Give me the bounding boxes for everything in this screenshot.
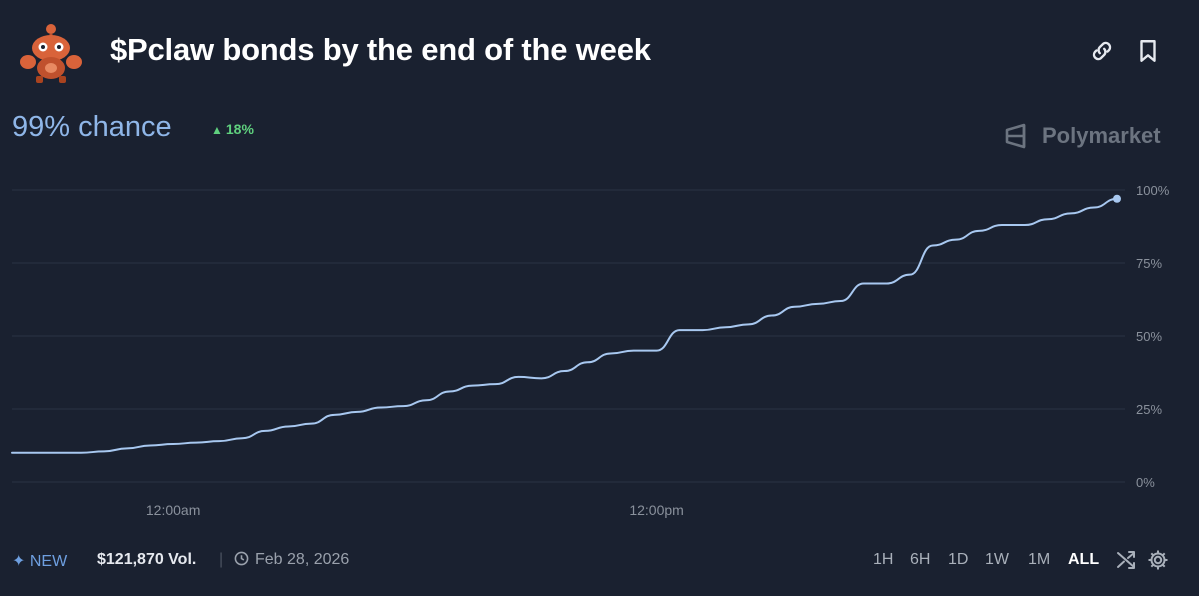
y-axis-ticks: 100% 75% 50% 25% 0% — [1136, 183, 1170, 490]
change-badge: ▲ 18% — [211, 121, 254, 137]
footer-divider: | — [219, 551, 224, 568]
market-header: $Pclaw bonds by the end of the week — [0, 0, 1199, 100]
latest-point-marker — [1113, 194, 1121, 203]
chart-grid — [12, 189, 1125, 483]
up-triangle-icon: ▲ — [211, 123, 223, 137]
end-date-text: Feb 28, 2026 — [255, 551, 350, 568]
chance-value: 99% chance — [12, 111, 172, 143]
range-6h-button[interactable]: 6H — [910, 551, 931, 568]
x-tick-label: 12:00pm — [629, 502, 683, 518]
settings-gear-icon[interactable] — [1146, 548, 1170, 572]
market-footer: ✦ NEW $121,870 Vol. | Feb 28, 2026 1H 6H… — [0, 540, 1199, 580]
new-badge: ✦ NEW — [12, 553, 68, 570]
x-tick-label: 12:00am — [146, 502, 200, 518]
end-date: Feb 28, 2026 — [234, 551, 349, 569]
shuffle-icon[interactable] — [1114, 548, 1138, 572]
bookmark-icon[interactable] — [1135, 38, 1161, 64]
y-tick-label: 100% — [1136, 183, 1170, 198]
clock-icon — [234, 551, 249, 566]
link-icon[interactable] — [1089, 38, 1115, 64]
range-1h-button[interactable]: 1H — [873, 551, 894, 568]
y-tick-label: 75% — [1136, 256, 1162, 271]
y-tick-label: 25% — [1136, 402, 1162, 417]
brand-name: Polymarket — [1042, 123, 1161, 148]
range-1d-button[interactable]: 1D — [948, 551, 969, 568]
range-all-button[interactable]: ALL — [1068, 551, 1100, 568]
crab-robot-avatar-icon — [20, 24, 82, 83]
change-value: 18% — [225, 121, 254, 137]
y-tick-label: 50% — [1136, 329, 1162, 344]
y-tick-label: 0% — [1136, 475, 1155, 490]
range-1m-button[interactable]: 1M — [1028, 551, 1051, 568]
range-1w-button[interactable]: 1W — [985, 551, 1009, 568]
probability-series-line — [11, 197, 1118, 454]
volume-value: $121,870 Vol. — [97, 551, 197, 568]
x-axis-ticks: 12:00am 12:00pm — [146, 502, 684, 518]
polymarket-logo-icon — [1005, 123, 1026, 149]
probability-chart: 100% 75% 50% 25% 0% 12:00am 12:00pm — [11, 183, 1170, 518]
market-title: $Pclaw bonds by the end of the week — [110, 32, 651, 67]
